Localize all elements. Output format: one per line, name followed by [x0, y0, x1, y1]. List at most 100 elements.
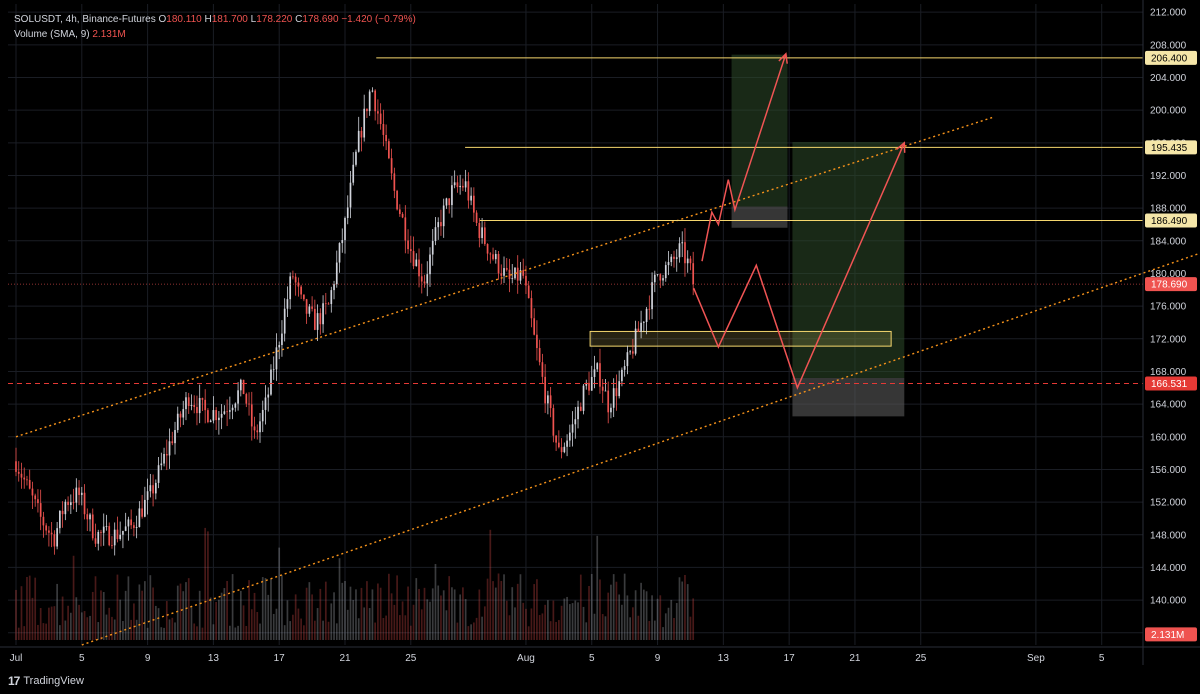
volume-bar	[610, 584, 612, 640]
candle-body	[478, 222, 481, 239]
volume-bar	[23, 626, 26, 640]
volume-bar	[111, 616, 113, 640]
candle-body	[212, 410, 215, 421]
volume-bar	[289, 621, 292, 640]
volume-bar	[637, 615, 640, 640]
volume-bar	[536, 579, 538, 640]
volume-bar	[667, 607, 670, 640]
volume-bar	[26, 576, 28, 640]
time-tick-label: 5	[589, 653, 595, 664]
candle-body	[102, 526, 105, 533]
candle-body	[322, 303, 324, 325]
level-price-tag-bg	[1145, 213, 1197, 228]
volume-bar	[552, 600, 555, 640]
volume-bar	[453, 589, 456, 640]
volume-bar	[390, 593, 393, 640]
drawing-lines	[8, 57, 1200, 646]
candle-body	[538, 348, 541, 363]
candle-body	[226, 411, 228, 413]
candle-body	[185, 397, 187, 410]
price-tick-label: 200.000	[1150, 106, 1187, 117]
volume-bar	[248, 580, 250, 640]
candle-body	[558, 442, 560, 448]
candle-body	[220, 413, 223, 418]
candle-body	[486, 244, 489, 254]
candle-body	[313, 308, 316, 330]
candle-body	[335, 262, 338, 285]
volume-bar	[174, 622, 176, 640]
volume-bar	[275, 608, 278, 640]
volume-indicator-label[interactable]: Volume (SMA, 9)	[14, 29, 90, 40]
volume-bar	[272, 613, 275, 640]
candle-body	[113, 529, 116, 546]
volume-bar	[212, 624, 215, 640]
volume-bar	[338, 558, 341, 640]
candle-body	[283, 308, 286, 334]
volume-bar	[494, 587, 497, 640]
time-tick-label: 13	[208, 653, 220, 664]
volume-bar	[634, 590, 637, 640]
volume-bar	[632, 607, 634, 640]
candle-body	[544, 376, 546, 404]
candle-body	[533, 318, 536, 335]
volume-bar	[45, 623, 48, 640]
volume-bar	[431, 588, 434, 640]
time-tick-label: Sep	[1027, 653, 1045, 664]
volume-bar	[429, 601, 431, 640]
volume-bar	[215, 601, 217, 640]
level-price-tag: 195.435	[1151, 143, 1188, 154]
volume-bar	[470, 624, 472, 640]
candle-body	[374, 90, 377, 112]
volume-bar	[163, 627, 165, 640]
candle-body	[248, 403, 250, 405]
volume-tag-bg	[1145, 627, 1197, 642]
candle-body	[59, 510, 61, 529]
candle-body	[171, 441, 174, 444]
candle-body	[108, 526, 111, 546]
volume-bar	[226, 580, 228, 640]
candle-body	[420, 276, 423, 282]
candle-body	[124, 526, 127, 531]
high-label: H	[204, 14, 212, 25]
volume-bar	[577, 602, 579, 640]
candle-body	[467, 181, 470, 201]
volume-bar	[374, 622, 377, 640]
time-tick-label: 9	[655, 653, 661, 664]
candle-body	[385, 134, 387, 142]
candle-body	[223, 411, 226, 414]
tradingview-footer[interactable]: 17 TradingView	[8, 674, 84, 688]
candle-body	[577, 406, 579, 420]
candle-body	[17, 471, 20, 474]
candle-body	[138, 508, 141, 528]
time-tick-label: 21	[849, 653, 861, 664]
volume-bar	[544, 604, 546, 640]
volume-bar	[207, 531, 209, 640]
volume-bar	[541, 613, 544, 640]
candle-body	[324, 303, 327, 305]
candle-body	[292, 276, 294, 278]
volume-bar	[242, 605, 245, 640]
volume-bar	[684, 574, 686, 640]
volume-bar	[648, 620, 651, 640]
candle-body	[610, 407, 612, 413]
candle-body	[281, 333, 283, 346]
volume-bar	[612, 574, 615, 640]
volume-bar	[412, 604, 415, 640]
volume-bar	[319, 588, 322, 640]
volume-bar	[407, 586, 409, 640]
candles	[15, 87, 695, 556]
volume-bar	[308, 582, 311, 640]
volume-bar	[333, 592, 335, 640]
volume-bar	[404, 615, 407, 640]
candle-body	[259, 421, 261, 433]
volume-bar	[31, 597, 34, 640]
symbol-label[interactable]: SOLUSDT, 4h, Binance-Futures	[14, 14, 156, 25]
candle-body	[141, 508, 143, 517]
candle-body	[645, 308, 648, 322]
candle-body	[272, 369, 275, 371]
candle-body	[426, 274, 429, 284]
level-price-tag: 206.400	[1151, 53, 1188, 64]
volume-bar	[355, 589, 357, 640]
candle-body	[459, 185, 461, 188]
